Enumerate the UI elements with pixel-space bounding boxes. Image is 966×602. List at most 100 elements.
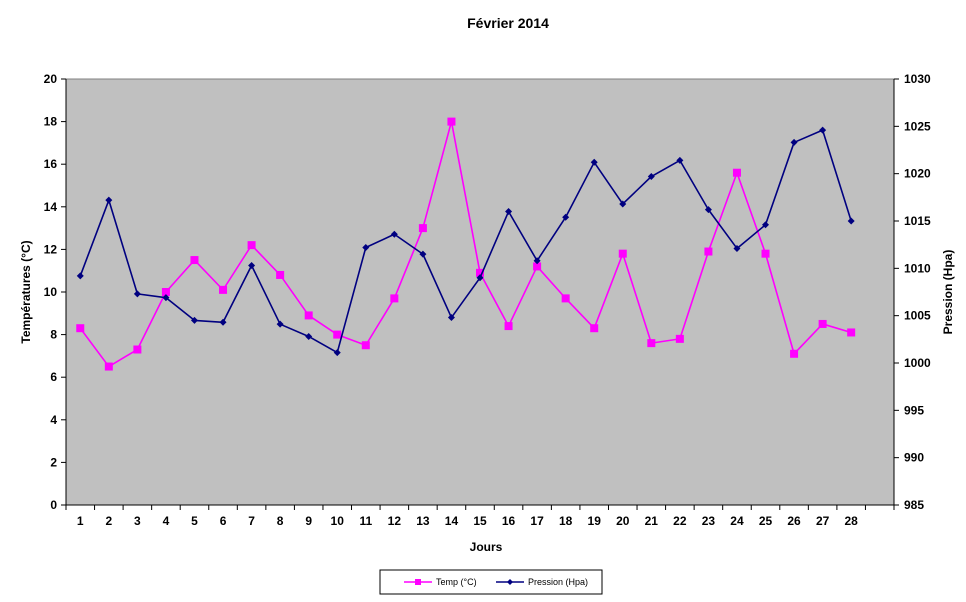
- temp-point: [561, 294, 570, 303]
- x-tick-label: 2: [105, 514, 112, 528]
- temp-point: [333, 330, 342, 339]
- x-axis-label: Jours: [470, 540, 503, 554]
- x-tick-label: 9: [305, 514, 312, 528]
- temp-point: [133, 345, 142, 354]
- legend-marker-pression: [507, 579, 513, 585]
- pression-point: [704, 206, 712, 214]
- temp-point: [704, 247, 713, 256]
- pression-point: [333, 349, 341, 357]
- temp-point: [790, 349, 799, 358]
- left-tick-label: 18: [44, 115, 58, 129]
- x-tick-label: 11: [359, 514, 372, 528]
- pression-point: [505, 208, 513, 216]
- temp-point: [247, 241, 256, 250]
- temp-point: [161, 288, 170, 296]
- pression-point: [362, 244, 370, 252]
- pression-point: [619, 200, 627, 208]
- x-tick-label: 13: [416, 514, 430, 528]
- pression-point: [733, 244, 741, 252]
- temp-point: [732, 168, 741, 177]
- legend-marker-temp: [415, 579, 421, 585]
- pression-point: [276, 320, 284, 328]
- x-tick-label: 18: [559, 514, 573, 528]
- right-tick-label: 1030: [904, 72, 931, 86]
- x-tick-label: 14: [445, 514, 459, 528]
- left-tick-label: 16: [44, 157, 58, 171]
- temp-point: [190, 256, 199, 265]
- temp-point: [418, 224, 427, 233]
- left-tick-label: 6: [50, 370, 57, 384]
- y2-axis-label: Pression (Hpa): [941, 250, 955, 335]
- pression-point: [133, 290, 141, 298]
- temp-point: [447, 117, 456, 126]
- temp-point: [818, 319, 827, 328]
- legend-label-pression: Pression (Hpa): [528, 577, 588, 587]
- x-tick-label: 20: [616, 514, 630, 528]
- right-tick-label: 1025: [904, 119, 931, 133]
- pression-point: [190, 316, 198, 324]
- right-tick-label: 1020: [904, 167, 931, 181]
- x-tick-label: 21: [645, 514, 659, 528]
- x-tick-label: 5: [191, 514, 198, 528]
- pression-point: [847, 217, 855, 225]
- pression-point: [219, 318, 227, 326]
- left-tick-label: 0: [50, 498, 57, 512]
- y-axis-label: Températures (°C): [19, 240, 33, 343]
- left-tick-label: 20: [44, 72, 58, 86]
- x-tick-label: 10: [331, 514, 345, 528]
- pression-point: [419, 250, 427, 258]
- x-tick-label: 7: [248, 514, 255, 528]
- x-tick-label: 1: [77, 514, 84, 528]
- temp-point: [361, 341, 370, 350]
- x-tick-label: 25: [759, 514, 773, 528]
- x-tick-label: 22: [673, 514, 687, 528]
- pression-point: [533, 257, 541, 265]
- left-tick-label: 14: [44, 200, 58, 214]
- right-tick-label: 1000: [904, 356, 931, 370]
- right-tick-label: 985: [904, 498, 924, 512]
- pression-point: [790, 138, 798, 146]
- series-layer: [76, 117, 856, 371]
- x-tick-label: 15: [473, 514, 487, 528]
- temp-point: [504, 322, 513, 331]
- right-tick-label: 1010: [904, 261, 931, 275]
- x-axis: 1 2 3 4 5 6 7 8 9 10 11 12 13 14 15 16 17 18 19 20 21 22 23 24 2…: [65, 504, 895, 528]
- legend-label-temp: Temp (°C): [436, 577, 477, 587]
- right-tick-label: 995: [904, 403, 924, 417]
- temp-point: [304, 311, 313, 320]
- x-tick-label: 12: [388, 514, 402, 528]
- right-axis: 985 990 995 1000 1005 1010 1015 1020 1025 1030: [893, 72, 931, 512]
- temp-point: [276, 270, 285, 279]
- left-tick-label: 12: [44, 242, 58, 256]
- x-tick-label: 16: [502, 514, 516, 528]
- pression-point: [390, 230, 398, 238]
- pression-point: [819, 126, 827, 134]
- temp-point: [761, 249, 770, 258]
- pression-point: [476, 274, 484, 282]
- x-tick-label: 17: [530, 514, 544, 528]
- temp-point: [847, 328, 856, 337]
- left-tick-label: 8: [50, 328, 57, 342]
- temp-point: [533, 262, 542, 271]
- right-tick-label: 1015: [904, 214, 931, 228]
- x-tick-label: 26: [787, 514, 801, 528]
- temp-point: [219, 285, 228, 294]
- x-tick-label: 28: [844, 514, 858, 528]
- temp-point: [390, 294, 399, 303]
- pression-point: [762, 221, 770, 229]
- pression-point: [105, 196, 113, 204]
- left-axis: 0 2 4 6 8 10 12 14 16 18 20: [44, 72, 67, 512]
- x-tick-label: 19: [588, 514, 602, 528]
- left-tick-label: 2: [50, 455, 57, 469]
- legend: Temp (°C) Pression (Hpa): [379, 569, 603, 595]
- x-tick-label: 23: [702, 514, 716, 528]
- x-tick-label: 27: [816, 514, 830, 528]
- x-tick-label: 6: [220, 514, 227, 528]
- x-tick-label: 4: [163, 514, 170, 528]
- pression-point: [447, 314, 455, 322]
- pression-point: [248, 261, 256, 269]
- pression-point: [162, 294, 170, 302]
- x-tick-label: 24: [730, 514, 744, 528]
- temp-point: [76, 324, 85, 333]
